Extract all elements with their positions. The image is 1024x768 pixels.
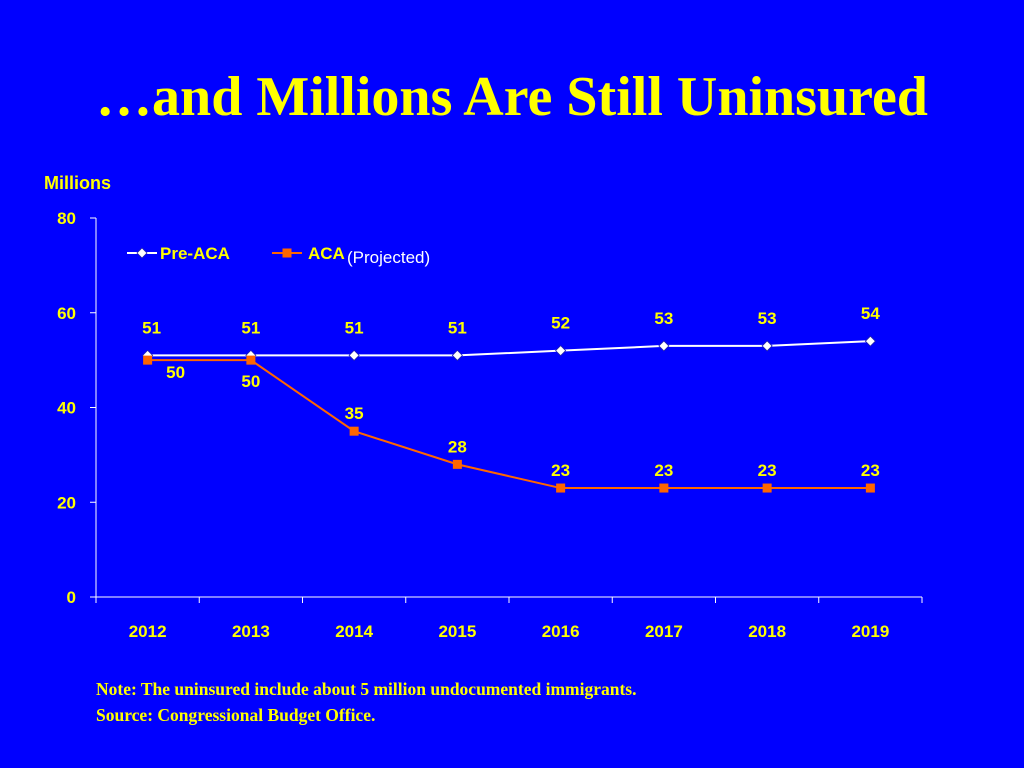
x-tick-label: 2012 — [129, 622, 167, 641]
data-label-aca: 50 — [241, 372, 260, 391]
data-label-aca: 23 — [758, 461, 777, 480]
data-point-pre-aca — [451, 349, 463, 361]
data-point-pre-aca — [864, 335, 876, 347]
series-line-aca — [147, 359, 871, 490]
data-label-pre-aca: 53 — [654, 309, 673, 328]
chart-legend: Pre-ACA ACA — [127, 244, 345, 263]
data-point-pre-aca — [348, 349, 360, 361]
data-point-pre-aca — [555, 345, 567, 357]
legend-marker-aca — [282, 248, 292, 258]
data-label-aca: 23 — [551, 461, 570, 480]
y-tick-label: 60 — [57, 304, 76, 323]
footnote-source: Source: Congressional Budget Office. — [96, 705, 376, 725]
data-point-pre-aca — [658, 340, 670, 352]
data-label-pre-aca: 51 — [241, 318, 260, 337]
footnotes: Note: The uninsured include about 5 mill… — [96, 676, 636, 728]
y-tick-label: 80 — [57, 209, 76, 228]
chart-series — [142, 335, 876, 493]
slide-title: …and Millions Are Still Uninsured — [96, 66, 928, 128]
data-label-aca: 35 — [345, 404, 364, 423]
data-label-pre-aca: 54 — [861, 304, 880, 323]
projected-annotation: (Projected) — [347, 248, 430, 267]
data-point-aca — [865, 483, 875, 493]
data-point-pre-aca — [761, 340, 773, 352]
legend-label-pre-aca: Pre-ACA — [160, 244, 230, 263]
legend-label-aca: ACA — [308, 244, 345, 263]
data-label-pre-aca: 53 — [758, 309, 777, 328]
data-label-aca: 28 — [448, 437, 467, 456]
x-tick-label: 2016 — [542, 622, 580, 641]
footnote-note: Note: The uninsured include about 5 mill… — [96, 679, 637, 699]
data-label-aca: 50 — [166, 363, 185, 382]
data-point-aca — [556, 483, 566, 493]
y-tick-label: 0 — [67, 588, 76, 607]
x-tick-label: 2015 — [438, 622, 476, 641]
x-tick-label: 2013 — [232, 622, 270, 641]
data-label-pre-aca: 52 — [551, 314, 570, 333]
data-point-aca — [143, 355, 153, 365]
data-label-pre-aca: 51 — [448, 318, 467, 337]
chart-axes — [90, 217, 923, 603]
chart-data-labels: 51 51 51 51 52 53 53 54 50 50 35 28 23 23 23 23 — [142, 304, 880, 480]
data-point-aca — [659, 483, 669, 493]
y-tick-label: 40 — [57, 399, 76, 418]
x-tick-label: 2019 — [851, 622, 889, 641]
x-tick-label: 2014 — [335, 622, 373, 641]
data-label-aca: 23 — [861, 461, 880, 480]
chart-tick-labels: 0 20 40 60 80 2012 2013 2014 2015 2016 2017 2018 201… — [57, 209, 889, 641]
x-tick-label: 2017 — [645, 622, 683, 641]
data-point-aca — [246, 355, 256, 365]
series-line-pre-aca — [147, 340, 871, 357]
data-point-aca — [762, 483, 772, 493]
legend-marker-pre-aca — [136, 247, 148, 259]
y-tick-label: 20 — [57, 493, 76, 512]
data-label-pre-aca: 51 — [345, 318, 364, 337]
x-tick-label: 2018 — [748, 622, 786, 641]
data-label-aca: 23 — [654, 461, 673, 480]
data-point-aca — [349, 426, 359, 436]
data-point-aca — [452, 459, 462, 469]
y-axis-title: Millions — [44, 173, 111, 193]
data-label-pre-aca: 51 — [142, 318, 161, 337]
